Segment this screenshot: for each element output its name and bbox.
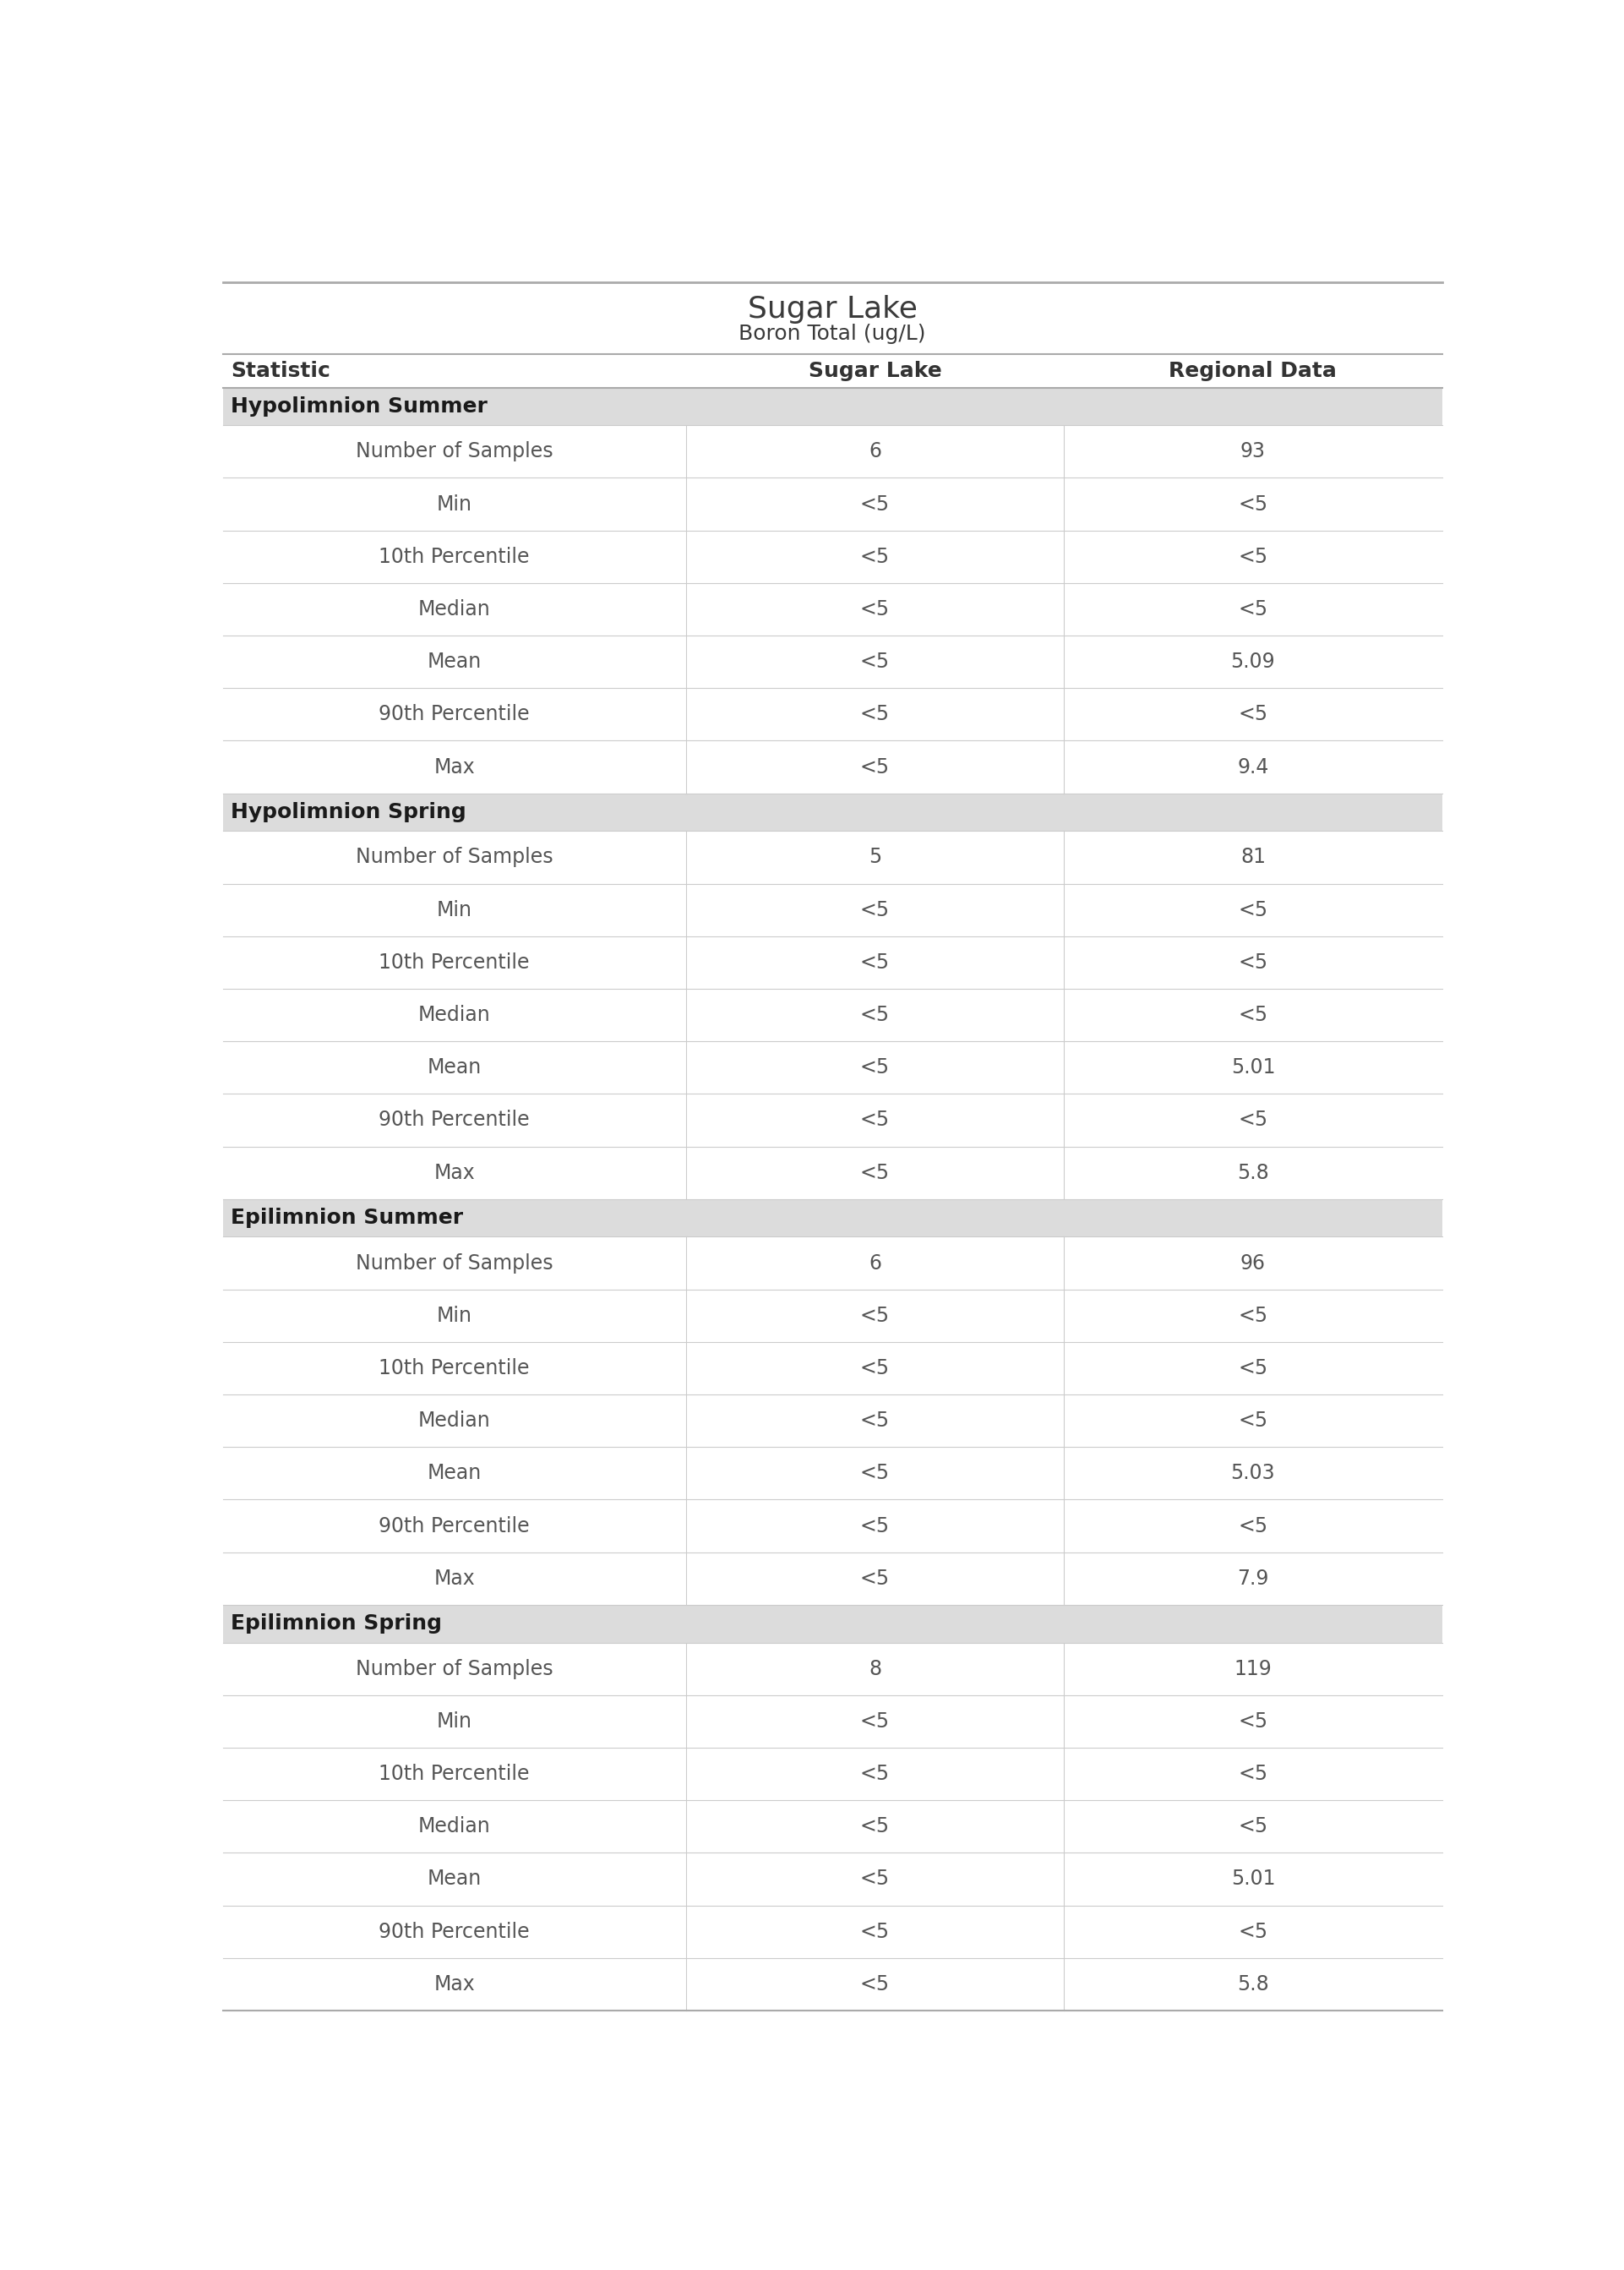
Text: <5: <5	[861, 1712, 890, 1732]
Text: <5: <5	[861, 1162, 890, 1183]
Text: Epilimnion Spring: Epilimnion Spring	[231, 1614, 442, 1634]
Bar	[222, 792, 1442, 831]
Text: Number of Samples: Number of Samples	[356, 1253, 554, 1273]
Text: Min: Min	[437, 495, 473, 515]
Text: <5: <5	[1237, 547, 1268, 568]
Text: 93: 93	[1241, 440, 1265, 461]
Text: Hypolimnion Spring: Hypolimnion Spring	[231, 801, 466, 822]
Text: <5: <5	[861, 547, 890, 568]
Text: 10th Percentile: 10th Percentile	[378, 1764, 529, 1784]
Text: 5.01: 5.01	[1231, 1058, 1275, 1078]
Text: Median: Median	[417, 599, 490, 620]
Text: <5: <5	[861, 1868, 890, 1889]
Text: Max: Max	[434, 1975, 474, 1995]
Text: Number of Samples: Number of Samples	[356, 1659, 554, 1680]
Text: <5: <5	[1237, 1305, 1268, 1326]
Text: Number of Samples: Number of Samples	[356, 847, 554, 867]
Text: Median: Median	[417, 1006, 490, 1026]
Text: 10th Percentile: 10th Percentile	[378, 953, 529, 972]
Text: 90th Percentile: 90th Percentile	[378, 704, 529, 724]
Text: 8: 8	[869, 1659, 882, 1680]
Text: 10th Percentile: 10th Percentile	[378, 547, 529, 568]
Text: 119: 119	[1234, 1659, 1272, 1680]
Text: <5: <5	[861, 1816, 890, 1836]
Text: <5: <5	[861, 599, 890, 620]
Text: <5: <5	[1237, 599, 1268, 620]
Text: 5.8: 5.8	[1237, 1162, 1268, 1183]
Text: Mean: Mean	[427, 1058, 481, 1078]
Text: <5: <5	[1237, 899, 1268, 919]
Text: Max: Max	[434, 1162, 474, 1183]
Text: Number of Samples: Number of Samples	[356, 440, 554, 461]
Text: 6: 6	[869, 440, 882, 461]
Text: Regional Data: Regional Data	[1169, 361, 1337, 381]
Text: <5: <5	[861, 1764, 890, 1784]
Text: Epilimnion Summer: Epilimnion Summer	[231, 1208, 463, 1228]
Text: <5: <5	[861, 1569, 890, 1589]
Text: <5: <5	[1237, 704, 1268, 724]
Text: <5: <5	[861, 899, 890, 919]
Text: <5: <5	[861, 1357, 890, 1378]
Text: 6: 6	[869, 1253, 882, 1273]
Text: <5: <5	[1237, 1357, 1268, 1378]
Text: Hypolimnion Summer: Hypolimnion Summer	[231, 397, 487, 418]
Text: Min: Min	[437, 899, 473, 919]
Bar	[222, 388, 1442, 424]
Bar	[222, 1199, 1442, 1237]
Text: 7.9: 7.9	[1237, 1569, 1268, 1589]
Text: Sugar Lake: Sugar Lake	[747, 295, 918, 325]
Text: 5.09: 5.09	[1231, 651, 1275, 672]
Text: <5: <5	[1237, 1920, 1268, 1941]
Text: 10th Percentile: 10th Percentile	[378, 1357, 529, 1378]
Text: Max: Max	[434, 756, 474, 776]
Text: Median: Median	[417, 1410, 490, 1430]
Text: <5: <5	[1237, 1764, 1268, 1784]
Text: 96: 96	[1241, 1253, 1265, 1273]
Text: <5: <5	[1237, 953, 1268, 972]
Text: 9.4: 9.4	[1237, 756, 1268, 776]
Text: <5: <5	[861, 756, 890, 776]
Text: <5: <5	[861, 651, 890, 672]
Text: <5: <5	[1237, 1410, 1268, 1430]
Text: <5: <5	[1237, 1110, 1268, 1130]
Text: <5: <5	[1237, 1816, 1268, 1836]
Text: <5: <5	[861, 495, 890, 515]
Text: <5: <5	[861, 1975, 890, 1995]
Text: <5: <5	[861, 704, 890, 724]
Text: 90th Percentile: 90th Percentile	[378, 1110, 529, 1130]
Text: <5: <5	[861, 1305, 890, 1326]
Text: <5: <5	[1237, 495, 1268, 515]
Text: Boron Total (ug/L): Boron Total (ug/L)	[739, 325, 926, 343]
Text: <5: <5	[861, 1410, 890, 1430]
Text: Max: Max	[434, 1569, 474, 1589]
Text: Median: Median	[417, 1816, 490, 1836]
Text: <5: <5	[861, 1516, 890, 1537]
Text: 81: 81	[1241, 847, 1265, 867]
Text: Min: Min	[437, 1305, 473, 1326]
Bar	[222, 1605, 1442, 1643]
Text: Mean: Mean	[427, 1464, 481, 1485]
Text: <5: <5	[1237, 1006, 1268, 1026]
Text: 90th Percentile: 90th Percentile	[378, 1920, 529, 1941]
Text: Statistic: Statistic	[231, 361, 330, 381]
Text: <5: <5	[861, 1110, 890, 1130]
Text: Min: Min	[437, 1712, 473, 1732]
Text: 90th Percentile: 90th Percentile	[378, 1516, 529, 1537]
Text: <5: <5	[861, 953, 890, 972]
Text: Sugar Lake: Sugar Lake	[809, 361, 942, 381]
Text: Mean: Mean	[427, 1868, 481, 1889]
Text: 5.03: 5.03	[1231, 1464, 1275, 1485]
Text: 5.01: 5.01	[1231, 1868, 1275, 1889]
Text: <5: <5	[861, 1006, 890, 1026]
Text: <5: <5	[861, 1058, 890, 1078]
Text: Mean: Mean	[427, 651, 481, 672]
Text: 5: 5	[869, 847, 882, 867]
Text: <5: <5	[861, 1464, 890, 1485]
Text: <5: <5	[1237, 1516, 1268, 1537]
Text: <5: <5	[861, 1920, 890, 1941]
Text: <5: <5	[1237, 1712, 1268, 1732]
Text: 5.8: 5.8	[1237, 1975, 1268, 1995]
